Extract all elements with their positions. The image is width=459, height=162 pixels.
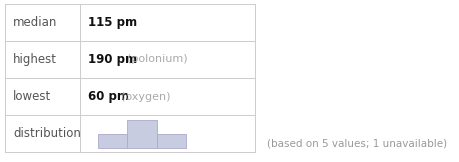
Text: distribution: distribution (13, 127, 81, 140)
Text: 190 pm: 190 pm (88, 53, 137, 66)
Text: highest: highest (13, 53, 57, 66)
Text: lowest: lowest (13, 90, 51, 103)
Bar (127, 120, 157, 148)
Text: 60 pm: 60 pm (88, 90, 129, 103)
Text: (based on 5 values; 1 unavailable): (based on 5 values; 1 unavailable) (267, 139, 447, 149)
Text: 115 pm: 115 pm (88, 16, 137, 29)
Text: (polonium): (polonium) (127, 54, 188, 64)
Text: median: median (13, 16, 57, 29)
Bar (157, 134, 186, 148)
Bar (98, 134, 127, 148)
Text: (oxygen): (oxygen) (121, 92, 170, 102)
